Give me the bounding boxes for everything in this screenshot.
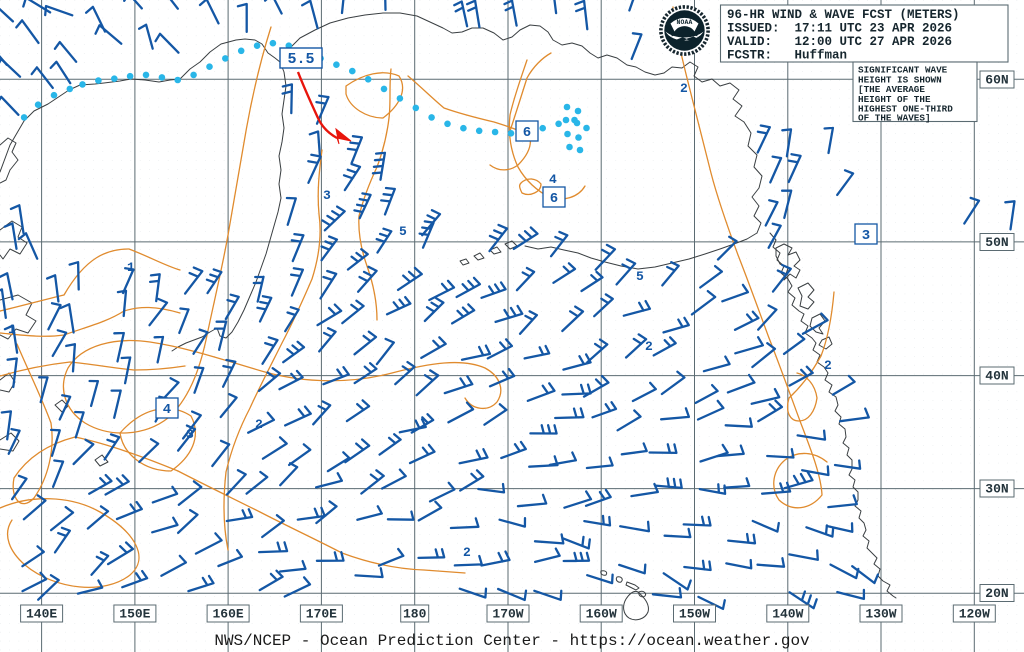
svg-text:6: 6 bbox=[523, 125, 531, 141]
svg-text:180: 180 bbox=[403, 607, 427, 622]
svg-text:NOAA: NOAA bbox=[676, 19, 692, 26]
svg-text:120W: 120W bbox=[959, 607, 990, 622]
svg-text:160W: 160W bbox=[586, 607, 617, 622]
svg-text:140E: 140E bbox=[26, 607, 57, 622]
svg-text:30N: 30N bbox=[985, 482, 1008, 497]
svg-text:40N: 40N bbox=[985, 369, 1008, 384]
svg-text:2: 2 bbox=[680, 81, 688, 96]
svg-text:4: 4 bbox=[163, 402, 171, 418]
svg-text:ISSUED: 17:11 UTC 23 APR 2026: ISSUED: 17:11 UTC 23 APR 2026 bbox=[727, 22, 952, 36]
svg-text:140W: 140W bbox=[772, 607, 803, 622]
svg-text:2: 2 bbox=[824, 358, 832, 373]
svg-text:170W: 170W bbox=[492, 607, 523, 622]
svg-text:OF THE WAVES]: OF THE WAVES] bbox=[858, 113, 931, 124]
svg-text:2: 2 bbox=[645, 339, 653, 354]
svg-text:2: 2 bbox=[463, 545, 471, 560]
svg-text:160E: 160E bbox=[212, 607, 243, 622]
svg-text:20N: 20N bbox=[985, 586, 1008, 601]
svg-text:170E: 170E bbox=[306, 607, 337, 622]
svg-text:150W: 150W bbox=[679, 607, 710, 622]
svg-text:130W: 130W bbox=[865, 607, 896, 622]
svg-text:VALID: 12:00 UTC 27 APR 2026: VALID: 12:00 UTC 27 APR 2026 bbox=[727, 35, 952, 49]
svg-text:60N: 60N bbox=[985, 73, 1008, 88]
svg-text:5: 5 bbox=[636, 269, 644, 284]
svg-text:NWS/NCEP - Ocean Prediction Ce: NWS/NCEP - Ocean Prediction Center - htt… bbox=[214, 632, 810, 650]
svg-text:5: 5 bbox=[399, 224, 407, 239]
svg-text:150E: 150E bbox=[119, 607, 150, 622]
svg-text:4: 4 bbox=[549, 172, 557, 187]
svg-text:3: 3 bbox=[323, 188, 331, 203]
svg-text:3: 3 bbox=[862, 228, 870, 244]
svg-text:96-HR WIND & WAVE FCST (METERS: 96-HR WIND & WAVE FCST (METERS) bbox=[727, 8, 960, 22]
svg-text:6: 6 bbox=[550, 191, 558, 207]
svg-text:FCSTR: Huffman: FCSTR: Huffman bbox=[727, 49, 847, 63]
svg-text:5.5: 5.5 bbox=[287, 51, 314, 68]
svg-text:50N: 50N bbox=[985, 235, 1008, 250]
